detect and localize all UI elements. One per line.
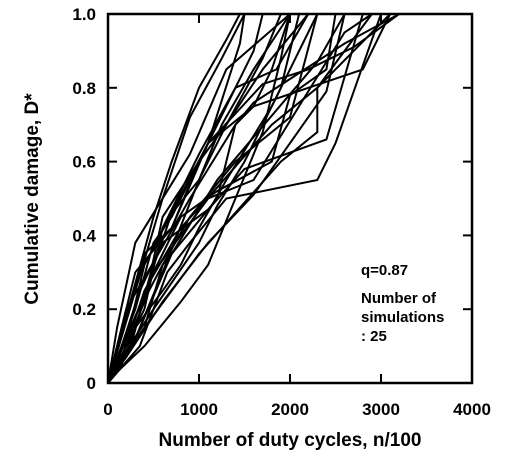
y-tick-label: 0.2 [72,300,96,319]
x-tick-label: 3000 [362,400,400,419]
y-axis-title: Cumulative damage, D* [22,93,43,305]
x-tick-label: 2000 [271,400,309,419]
simulation-line-19 [107,13,382,384]
simulation-line-25 [107,13,319,384]
simulations-count: : 25 [361,328,387,345]
simulation-line-2 [107,13,373,384]
simulation-line-9 [107,13,264,384]
y-tick-label: 0.6 [72,153,96,172]
simulation-line-5 [107,13,310,384]
x-tick-label: 0 [103,400,112,419]
x-axis-title: Number of duty cycles, n/100 [159,430,422,451]
y-tick-label: 0.8 [72,79,96,98]
y-tick-labels: 0 0.2 0.4 0.6 0.8 1.0 [72,5,96,393]
y-tick-label: 0.4 [72,226,96,245]
x-tick-labels: 0 1000 2000 3000 4000 [103,400,491,419]
simulation-line-18 [107,13,346,384]
q-annotation: q=0.87 [361,262,408,279]
simulation-line-7 [107,13,246,384]
simulation-line-15 [107,13,291,384]
simulations-label-line2: simulations [361,309,444,326]
y-tick-label: 0 [87,374,96,393]
simulations-label-line1: Number of [361,290,437,307]
y-tick-label: 1.0 [72,5,96,24]
series-layer [107,13,400,384]
simulation-line-20 [107,13,291,384]
x-tick-label: 4000 [453,400,491,419]
x-tick-label: 1000 [180,400,218,419]
ticks-layer [108,14,472,383]
simulation-line-8 [107,13,241,384]
